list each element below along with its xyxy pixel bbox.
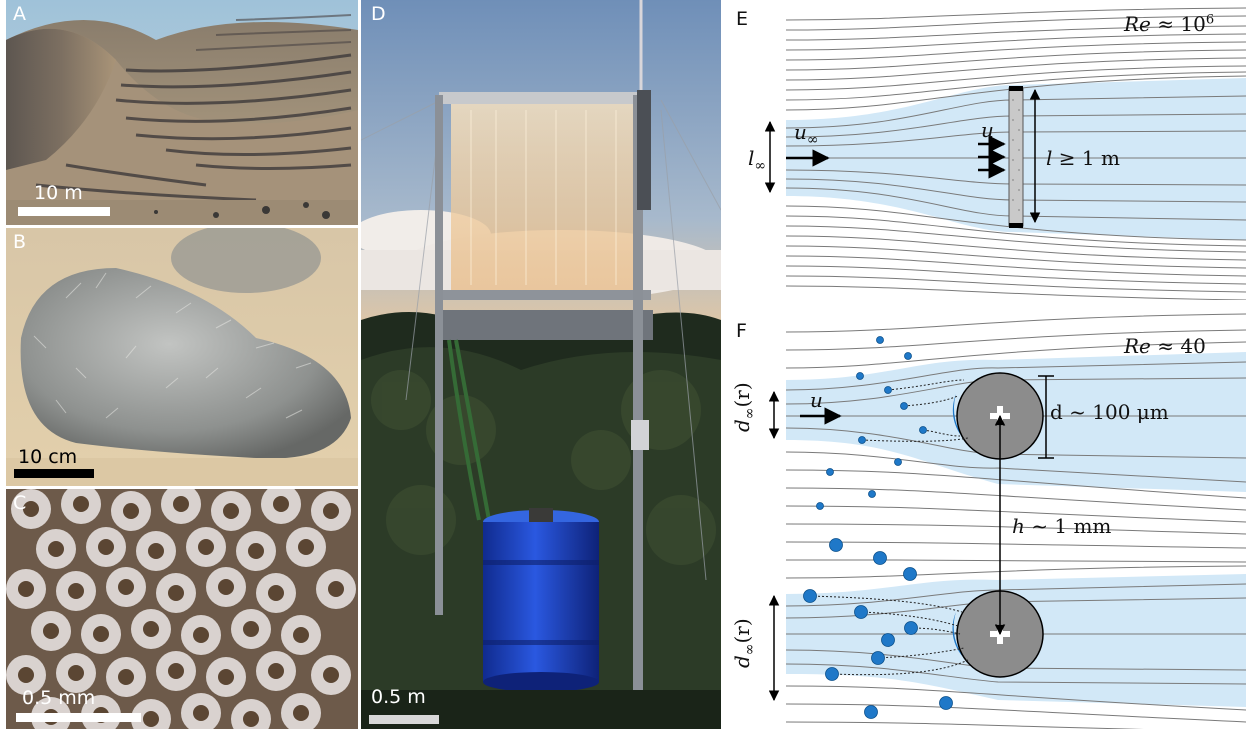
- panel-letter-f: F: [736, 320, 747, 342]
- panel-b-photo: B 10 cm: [6, 228, 358, 486]
- l-label-e: l ≥ 1 m: [1046, 146, 1120, 170]
- scale-label-c: 0.5 mm: [22, 687, 96, 709]
- mesh-collector-e: [1008, 87, 1024, 227]
- panel-c-photo: C 0.5 mm: [6, 489, 358, 729]
- u-label-e: u: [981, 118, 994, 142]
- scale-label-a: 10 m: [34, 182, 83, 204]
- reynolds-label-f: Re ≈ 40: [1124, 334, 1206, 358]
- capture-width-label-lower-f: d∞(r): [730, 618, 758, 668]
- l-infinity-label-e: l∞: [748, 146, 767, 174]
- plant-mound-image: [6, 228, 358, 486]
- panel-f-diagram: F Re ≈ 40 u d ~ 100 μm h ~ 1 mm d∞(r) d∞…: [728, 312, 1246, 729]
- panel-letter-b: B: [13, 231, 27, 253]
- panel-d-photo: D 0.5 m: [361, 0, 721, 729]
- capture-width-label-upper-f: d∞(r): [730, 382, 758, 432]
- panel-letter-c: C: [13, 492, 27, 514]
- u-label-f: u: [810, 388, 823, 412]
- scale-label-d: 0.5 m: [371, 686, 426, 708]
- panel-letter-a: A: [13, 3, 26, 25]
- microstructure-image: [6, 489, 358, 729]
- flow-diagram-f: [768, 313, 1246, 729]
- fog-collector-image: [361, 0, 721, 729]
- droplets: [803, 336, 953, 719]
- spacing-label-f: h ~ 1 mm: [1012, 514, 1112, 538]
- reynolds-label-e: Re ≈ 106: [1124, 12, 1215, 36]
- panel-a-photo: A 10 m: [6, 0, 358, 225]
- scale-bar-a: [18, 207, 110, 216]
- scale-bar-b: [14, 469, 94, 478]
- scale-bar-c: [16, 713, 141, 722]
- scale-bar-d: [369, 715, 439, 724]
- diameter-label-f: d ~ 100 μm: [1050, 400, 1169, 424]
- panel-e-diagram: E Re ≈ 106 u∞ u l∞ l ≥ 1 m: [728, 0, 1246, 300]
- scale-label-b: 10 cm: [18, 446, 78, 468]
- flow-diagram-e: [764, 7, 1246, 300]
- hillside-image: [6, 0, 358, 225]
- panel-letter-d: D: [371, 3, 386, 25]
- u-infinity-label-e: u∞: [794, 120, 819, 148]
- panel-letter-e: E: [736, 8, 749, 30]
